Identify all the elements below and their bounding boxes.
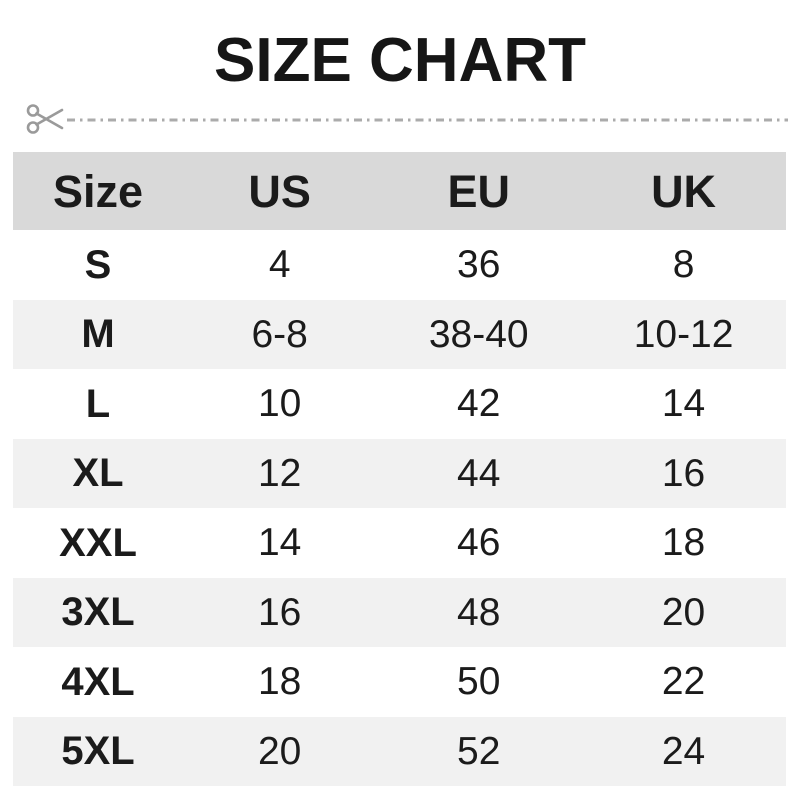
uk-value: 14 <box>661 382 706 426</box>
eu-value: 36 <box>457 243 501 287</box>
size-label: 5XL <box>61 729 135 774</box>
header-cell-uk: UK <box>651 165 717 217</box>
table-header-row: Size US EU UK <box>13 152 786 230</box>
uk-value: 24 <box>661 729 706 773</box>
us-value: 20 <box>257 729 302 773</box>
size-label: 4XL <box>61 659 135 704</box>
scissors-icon <box>26 104 64 134</box>
eu-value: 46 <box>457 521 501 565</box>
table-row-s: S 4 36 8 <box>13 230 786 300</box>
uk-value: 18 <box>661 521 706 565</box>
us-value: 4 <box>268 243 291 287</box>
us-value: 18 <box>257 660 302 704</box>
page-title: SIZE CHART <box>214 26 586 95</box>
size-label: XL <box>72 451 124 496</box>
uk-value: 16 <box>661 451 706 495</box>
table-row-l: L 10 42 14 <box>13 369 786 439</box>
us-value: 14 <box>257 521 302 565</box>
table-row-xl: XL 12 44 16 <box>13 438 786 508</box>
eu-value: 38-40 <box>428 312 529 356</box>
cut-line <box>26 101 788 137</box>
eu-value: 52 <box>457 729 501 773</box>
size-label: 3XL <box>61 590 135 635</box>
uk-value: 22 <box>661 660 706 704</box>
table-row-xxl: XXL 14 46 18 <box>13 508 786 578</box>
us-value: 16 <box>257 590 302 634</box>
uk-value: 20 <box>661 590 706 634</box>
table-row-3xl: 3XL 16 48 20 <box>13 577 786 647</box>
table-row-m: M 6-8 38-40 10-12 <box>13 299 786 369</box>
size-label: L <box>85 381 111 426</box>
size-chart-table: Size US EU UK S 4 36 8 M 6-8 38-40 10-12… <box>13 152 786 786</box>
size-label: M <box>81 312 115 357</box>
size-label: XXL <box>59 520 137 565</box>
dashed-cut-line <box>67 118 788 122</box>
table-row-5xl: 5XL 20 52 24 <box>13 716 786 786</box>
uk-value: 10-12 <box>633 312 734 356</box>
header-cell-us: US <box>248 165 311 217</box>
eu-value: 50 <box>457 660 501 704</box>
us-value: 12 <box>257 451 302 495</box>
table-row-4xl: 4XL 18 50 22 <box>13 647 786 717</box>
header-cell-size: Size <box>53 165 144 217</box>
uk-value: 8 <box>672 243 695 287</box>
size-label: S <box>84 242 112 287</box>
eu-value: 48 <box>457 590 501 634</box>
eu-value: 44 <box>457 451 501 495</box>
us-value: 6-8 <box>251 312 308 356</box>
eu-value: 42 <box>457 382 501 426</box>
us-value: 10 <box>257 382 302 426</box>
header-cell-eu: EU <box>447 165 510 217</box>
